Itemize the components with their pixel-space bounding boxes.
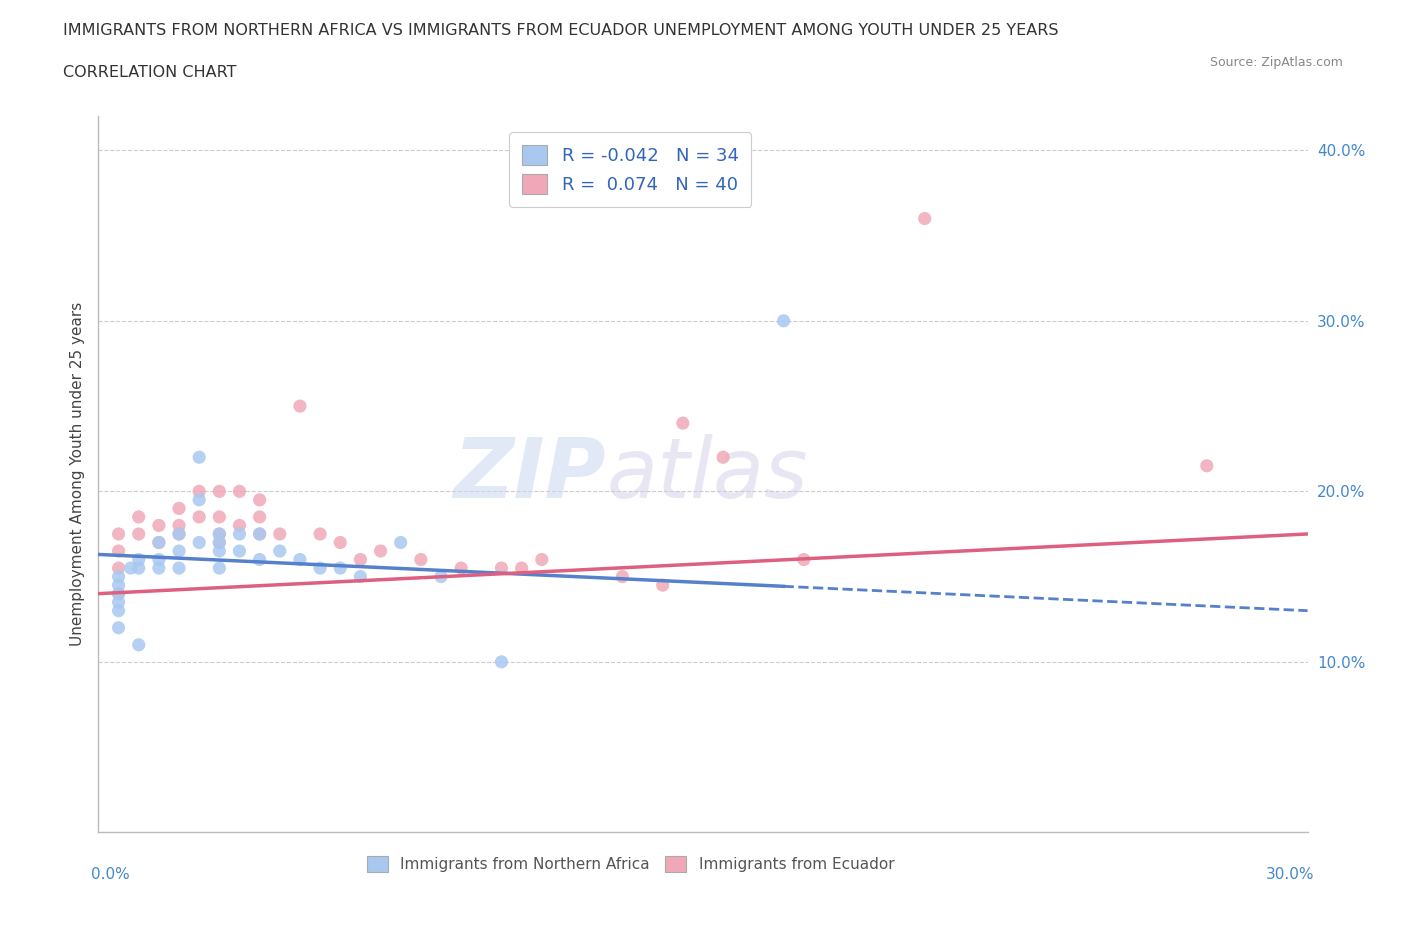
Point — [389, 535, 412, 550]
Point — [249, 493, 271, 508]
Point — [128, 526, 150, 541]
Point — [208, 526, 231, 541]
Point — [510, 561, 533, 576]
Point — [208, 535, 231, 550]
Point — [450, 561, 472, 576]
Point — [208, 484, 231, 498]
Text: CORRELATION CHART: CORRELATION CHART — [63, 65, 236, 80]
Point — [672, 416, 695, 431]
Point — [107, 586, 129, 601]
Point — [208, 535, 231, 550]
Point — [208, 543, 231, 558]
Point — [711, 450, 734, 465]
Point — [128, 561, 150, 576]
Point — [491, 655, 513, 670]
Point — [167, 501, 190, 516]
Point — [793, 552, 815, 567]
Y-axis label: Unemployment Among Youth under 25 years: Unemployment Among Youth under 25 years — [69, 302, 84, 646]
Point — [228, 518, 250, 533]
Point — [249, 552, 271, 567]
Point — [148, 518, 170, 533]
Point — [208, 561, 231, 576]
Point — [208, 526, 231, 541]
Point — [107, 526, 129, 541]
Point — [107, 604, 129, 618]
Point — [349, 552, 371, 567]
Point — [772, 313, 794, 328]
Point — [148, 552, 170, 567]
Point — [167, 526, 190, 541]
Point — [409, 552, 432, 567]
Point — [188, 493, 211, 508]
Point — [128, 552, 150, 567]
Point — [1195, 458, 1218, 473]
Point — [188, 510, 211, 525]
Point — [914, 211, 936, 226]
Point — [430, 569, 453, 584]
Point — [228, 484, 250, 498]
Point — [128, 510, 150, 525]
Point — [107, 620, 129, 635]
Point — [188, 535, 211, 550]
Point — [107, 561, 129, 576]
Point — [349, 569, 371, 584]
Point — [370, 543, 392, 558]
Point — [288, 399, 311, 414]
Point — [107, 595, 129, 610]
Point — [107, 578, 129, 592]
Point — [167, 526, 190, 541]
Point — [167, 543, 190, 558]
Point — [107, 543, 129, 558]
Point — [120, 561, 142, 576]
Point — [167, 518, 190, 533]
Point — [228, 543, 250, 558]
Point — [208, 510, 231, 525]
Point — [491, 561, 513, 576]
Text: 0.0%: 0.0% — [91, 867, 131, 882]
Point — [249, 526, 271, 541]
Point — [269, 526, 291, 541]
Point — [107, 569, 129, 584]
Point — [288, 552, 311, 567]
Point — [107, 586, 129, 601]
Point — [228, 526, 250, 541]
Point — [167, 561, 190, 576]
Point — [329, 561, 352, 576]
Text: Source: ZipAtlas.com: Source: ZipAtlas.com — [1209, 56, 1343, 69]
Point — [309, 526, 332, 541]
Point — [530, 552, 553, 567]
Point — [612, 569, 634, 584]
Point — [148, 535, 170, 550]
Point — [329, 535, 352, 550]
Point — [269, 543, 291, 558]
Point — [188, 450, 211, 465]
Point — [249, 510, 271, 525]
Text: 30.0%: 30.0% — [1267, 867, 1315, 882]
Point — [148, 561, 170, 576]
Point — [309, 561, 332, 576]
Point — [148, 535, 170, 550]
Text: atlas: atlas — [606, 433, 808, 515]
Text: IMMIGRANTS FROM NORTHERN AFRICA VS IMMIGRANTS FROM ECUADOR UNEMPLOYMENT AMONG YO: IMMIGRANTS FROM NORTHERN AFRICA VS IMMIG… — [63, 23, 1059, 38]
Text: ZIP: ZIP — [454, 433, 606, 515]
Point — [188, 484, 211, 498]
Point — [249, 526, 271, 541]
Legend: Immigrants from Northern Africa, Immigrants from Ecuador: Immigrants from Northern Africa, Immigra… — [360, 849, 900, 879]
Point — [128, 637, 150, 652]
Point — [651, 578, 673, 592]
